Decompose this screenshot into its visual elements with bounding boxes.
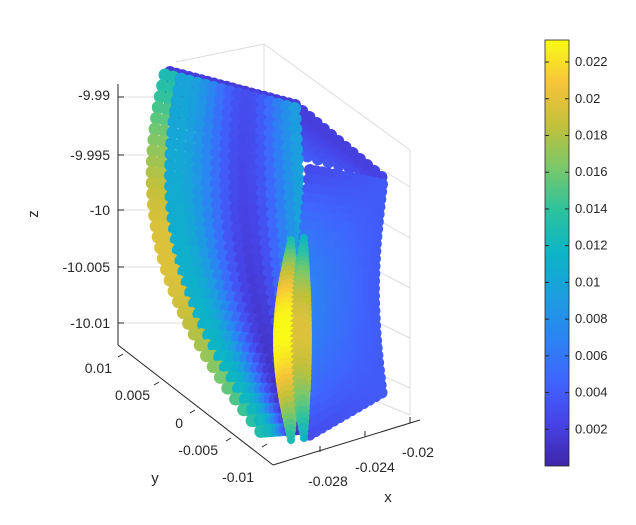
tick-mark xyxy=(117,353,124,358)
y-axis-label: y xyxy=(151,470,159,487)
colorbar-tick-label: 0.012 xyxy=(575,238,608,253)
y-tick-label: 0 xyxy=(175,415,183,431)
x-tick-label: -0.02 xyxy=(402,444,434,460)
colorbar-tick-label: 0.006 xyxy=(575,348,608,363)
scatter-point xyxy=(290,152,304,166)
scatter-point xyxy=(290,142,304,156)
scatter-point xyxy=(287,436,295,444)
tick-mark xyxy=(261,443,268,448)
back-edge-right xyxy=(263,43,411,151)
scatter-point xyxy=(289,132,303,146)
tick-mark xyxy=(189,409,196,414)
front-axes xyxy=(117,84,421,466)
colorbar-tick-label: 0.01 xyxy=(575,274,600,289)
scatter-point xyxy=(291,162,305,176)
colorbar: 0.022 0.02 0.018 0.016 0.014 0.012 0.01 0.008 0.… xyxy=(544,39,608,467)
y-tick-label: -0.01 xyxy=(222,469,254,485)
y-tick-label: 0.01 xyxy=(85,360,112,376)
back-edge-top xyxy=(175,43,265,63)
colorbar-tick-label: 0.016 xyxy=(575,164,608,179)
y-axis-line xyxy=(117,344,274,466)
axis-ticks xyxy=(117,96,411,452)
colorbar-tick-label: 0.008 xyxy=(575,311,608,326)
scatter-point xyxy=(288,102,302,116)
scatter-point xyxy=(288,112,302,126)
colorbar-ticks: 0.022 0.02 0.018 0.016 0.014 0.012 0.01 0.008 0.… xyxy=(545,54,608,436)
scatter-point xyxy=(375,386,388,399)
x-tick-label: -0.028 xyxy=(308,473,348,489)
y-tick-label: 0.005 xyxy=(115,387,150,403)
z-tick-label: -9.995 xyxy=(70,147,110,163)
colorbar-tick-label: 0.02 xyxy=(575,91,600,106)
x-tick-label: -0.024 xyxy=(355,459,395,475)
colorbar-tick-label: 0.022 xyxy=(575,54,608,69)
z-tick-label: -10.005 xyxy=(63,259,111,275)
scatter-points xyxy=(145,66,388,444)
colorbar-tick-label: 0.018 xyxy=(575,127,608,142)
colorbar-tick-label: 0.004 xyxy=(575,385,608,400)
y-tick-label: -0.005 xyxy=(178,442,218,458)
x-axis-label: x xyxy=(384,489,392,506)
scatter-point xyxy=(300,434,308,442)
colorbar-fill xyxy=(544,39,570,467)
z-tick-label: -10 xyxy=(90,202,110,218)
z-axis-label: z xyxy=(25,210,42,218)
scatter-point xyxy=(292,182,306,196)
z-tick-label: -9.99 xyxy=(78,87,110,103)
scatter-point xyxy=(291,172,305,186)
tick-mark xyxy=(153,381,160,386)
tick-mark xyxy=(225,437,232,442)
z-tick-label: -10.01 xyxy=(70,315,110,331)
colorbar-tick-label: 0.002 xyxy=(575,421,608,436)
colorbar-tick-label: 0.014 xyxy=(575,201,608,216)
x-axis-line xyxy=(272,419,421,466)
scatter-point xyxy=(289,122,303,136)
